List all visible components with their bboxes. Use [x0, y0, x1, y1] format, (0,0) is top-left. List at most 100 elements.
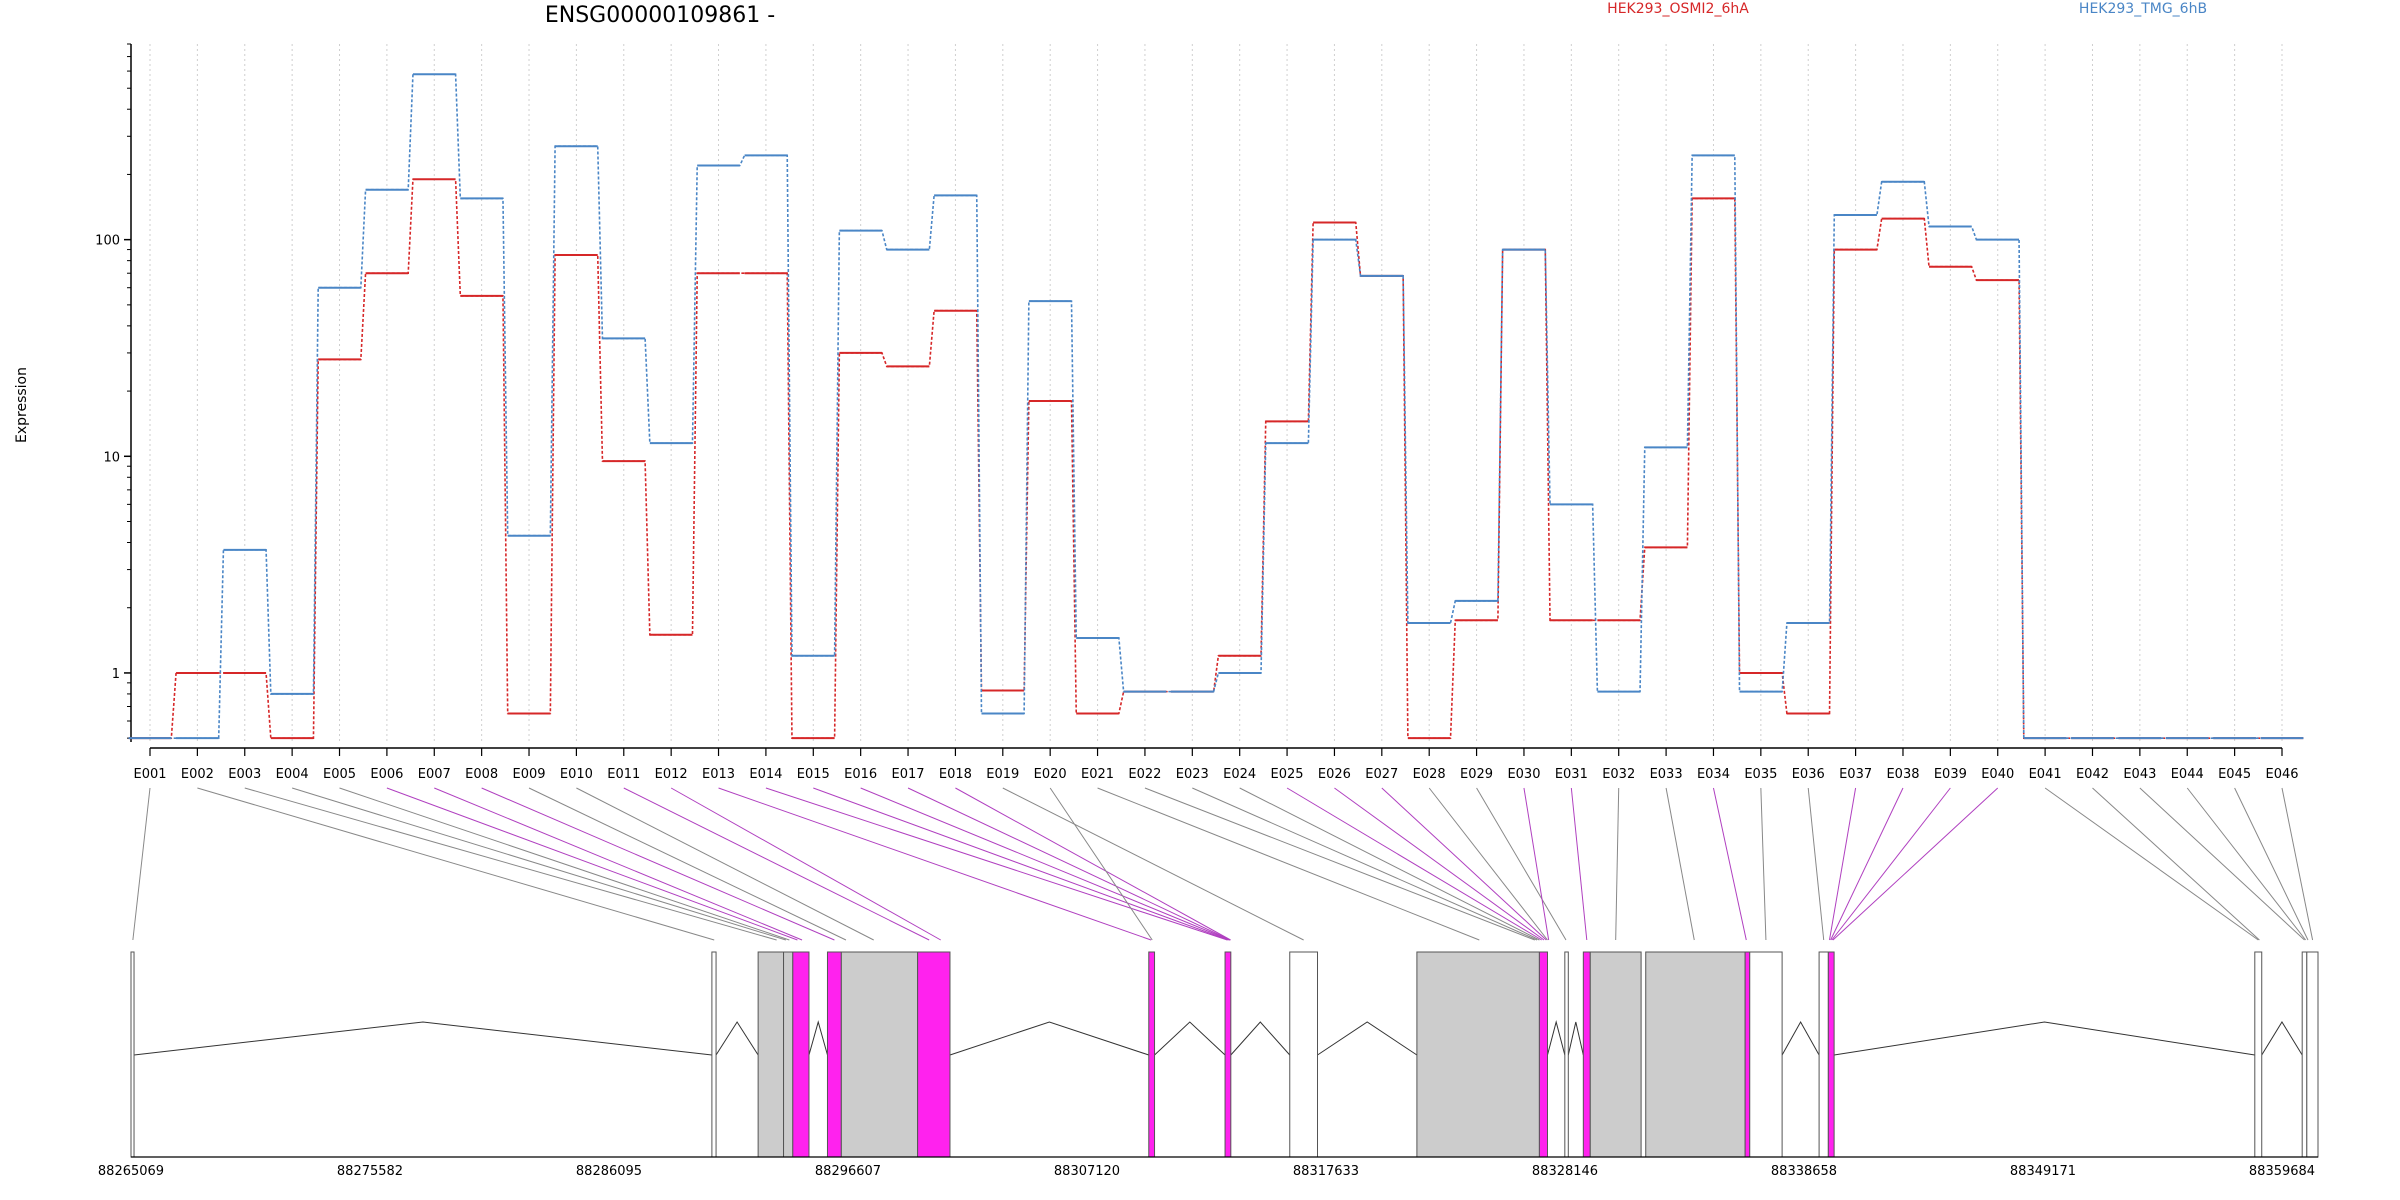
- x-tick-label: E001: [133, 767, 166, 782]
- exon-connector: [339, 787, 790, 941]
- x-tick-label: E019: [986, 767, 1019, 782]
- x-tick-label: E031: [1555, 767, 1588, 782]
- exon-block: [2301, 951, 2308, 1158]
- x-tick-label: E032: [1602, 767, 1635, 782]
- intron-line: [1547, 1020, 1566, 1056]
- series-1: [128, 178, 2304, 740]
- x-tick-label: E012: [655, 767, 688, 782]
- x-tick-label: E017: [892, 767, 925, 782]
- exon-connector: [955, 787, 1231, 941]
- exon-connector: [2139, 787, 2305, 941]
- intron-line: [2261, 1021, 2303, 1056]
- exon-connector: [1615, 787, 1620, 941]
- x-tick-label: E028: [1413, 767, 1446, 782]
- exon-block: [130, 951, 135, 1158]
- gene-model: [130, 951, 2319, 1158]
- coordinate-tick-label: 88286095: [576, 1164, 642, 1179]
- x-tick-label: E021: [1081, 767, 1114, 782]
- x-tick-label: E034: [1697, 767, 1730, 782]
- legend-series-2: HEK293_TMG_6hB: [2079, 1, 2207, 17]
- y-axis-ticks: 1 10 100: [95, 43, 131, 739]
- exon-block: [826, 951, 842, 1158]
- exon-connector: [244, 787, 777, 941]
- intron-line: [1230, 1021, 1291, 1056]
- exon-connector: [434, 787, 803, 941]
- x-tick-label: E013: [702, 767, 735, 782]
- x-tick-label: E008: [465, 767, 498, 782]
- exon-connector: [2234, 787, 2309, 941]
- coordinate-tick-label: 88317633: [1293, 1164, 1359, 1179]
- exon-block: [1564, 951, 1569, 1158]
- exon-connector: [1428, 787, 1548, 941]
- coordinate-tick-label: 88296607: [815, 1164, 881, 1179]
- y-tick-label: 1: [112, 667, 120, 682]
- exon-block: [1224, 951, 1232, 1158]
- x-tick-label: E011: [607, 767, 640, 782]
- exon-connector: [1523, 787, 1550, 941]
- exon-block: [2306, 951, 2319, 1158]
- x-tick-label: E029: [1460, 767, 1493, 782]
- exon-connector: [860, 787, 1230, 941]
- exon-connector: [1807, 787, 1825, 941]
- x-tick-label: E040: [1981, 767, 2014, 782]
- exon-connector: [1144, 787, 1535, 941]
- exon-connector: [481, 787, 835, 941]
- exon-connector: [1002, 787, 1304, 941]
- exon-block: [792, 951, 810, 1158]
- exon-connector: [1192, 787, 1538, 941]
- exon-connector: [1665, 787, 1695, 941]
- exon-connector: [528, 787, 847, 941]
- series-line: [128, 73, 2304, 739]
- exon-block: [757, 951, 785, 1158]
- coordinate-tick-label: 88349171: [2010, 1164, 2076, 1179]
- y-tick-label: 10: [103, 450, 120, 465]
- x-tick-label: E016: [844, 767, 877, 782]
- x-tick-label: E015: [797, 767, 830, 782]
- exon-connector: [670, 787, 941, 941]
- exon-block: [1589, 951, 1642, 1158]
- exon-connector: [1334, 787, 1545, 941]
- exon-block: [1749, 951, 1783, 1158]
- x-tick-label: E004: [276, 767, 309, 782]
- exon-connector: [1097, 787, 1480, 941]
- exon-connector: [623, 787, 930, 941]
- x-tick-label: E042: [2076, 767, 2109, 782]
- exon-connector: [1239, 787, 1540, 941]
- x-tick-label: E035: [1744, 767, 1777, 782]
- x-tick-label: E045: [2218, 767, 2251, 782]
- exon-connector: [1570, 787, 1588, 941]
- x-tick-label: E027: [1365, 767, 1398, 782]
- genomic-coordinate-axis: 88265069 88275582 88286095 88296607 88307120…: [98, 1156, 2318, 1179]
- exon-connector: [1381, 787, 1547, 941]
- coordinate-tick-label: 88265069: [98, 1164, 164, 1179]
- exon-connector: [1476, 787, 1567, 941]
- coordinate-tick-label: 88359684: [2249, 1164, 2315, 1179]
- exon-block: [840, 951, 919, 1158]
- exon-connector: [1831, 787, 1951, 941]
- exon-connector: [1832, 787, 1999, 941]
- coordinate-tick-label: 88307120: [1054, 1164, 1120, 1179]
- x-tick-label: E009: [513, 767, 546, 782]
- x-tick-label: E037: [1839, 767, 1872, 782]
- intron-line: [949, 1021, 1149, 1056]
- exon-connector-lines: [132, 787, 2314, 941]
- x-tick-label: E043: [2123, 767, 2156, 782]
- exon-block: [1416, 951, 1540, 1158]
- x-tick-label: E026: [1318, 767, 1351, 782]
- coordinate-tick-label: 88275582: [337, 1164, 403, 1179]
- x-tick-label: E003: [228, 767, 261, 782]
- intron-line: [808, 1020, 828, 1056]
- exon-connector: [1760, 787, 1767, 941]
- exon-block: [1827, 951, 1835, 1158]
- exon-connector: [1286, 787, 1542, 941]
- exon-connector: [1049, 787, 1153, 941]
- exon-connector: [197, 787, 715, 941]
- chart-title: ENSG00000109861 -: [545, 3, 775, 28]
- exon-connector: [132, 787, 151, 941]
- intron-line: [1154, 1021, 1226, 1056]
- x-tick-label: E024: [1223, 767, 1256, 782]
- exon-gridlines: [149, 44, 2283, 742]
- exon-connector: [291, 787, 787, 941]
- x-tick-label: E022: [1128, 767, 1161, 782]
